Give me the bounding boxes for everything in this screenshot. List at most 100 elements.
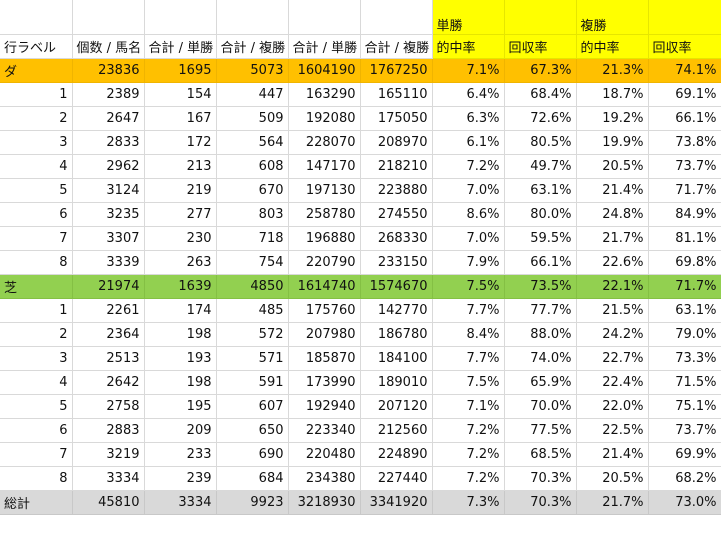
value-cell[interactable]: 4850 xyxy=(216,274,289,299)
value-cell[interactable]: 71.7% xyxy=(648,178,721,203)
value-cell[interactable]: 485 xyxy=(216,298,289,323)
value-cell[interactable]: 7.1% xyxy=(432,58,505,83)
value-cell[interactable]: 22.0% xyxy=(576,394,649,419)
value-cell[interactable]: 7.2% xyxy=(432,466,505,491)
value-cell[interactable]: 277 xyxy=(144,202,217,227)
value-cell[interactable]: 670 xyxy=(216,178,289,203)
value-cell[interactable]: 9923 xyxy=(216,490,289,515)
value-cell[interactable]: 1574670 xyxy=(360,274,433,299)
value-cell[interactable]: 219 xyxy=(144,178,217,203)
value-cell[interactable]: 3339 xyxy=(72,250,145,275)
value-cell[interactable]: 227440 xyxy=(360,466,433,491)
value-cell[interactable]: 22.7% xyxy=(576,346,649,371)
value-cell[interactable]: 7.2% xyxy=(432,418,505,443)
value-cell[interactable]: 263 xyxy=(144,250,217,275)
value-cell[interactable]: 2513 xyxy=(72,346,145,371)
value-cell[interactable]: 2883 xyxy=(72,418,145,443)
value-cell[interactable]: 22.1% xyxy=(576,274,649,299)
value-cell[interactable]: 69.1% xyxy=(648,82,721,107)
value-cell[interactable]: 564 xyxy=(216,130,289,155)
value-cell[interactable]: 71.5% xyxy=(648,370,721,395)
row-label[interactable]: 5 xyxy=(0,394,73,419)
value-cell[interactable]: 3219 xyxy=(72,442,145,467)
value-cell[interactable]: 690 xyxy=(216,442,289,467)
value-cell[interactable]: 19.2% xyxy=(576,106,649,131)
value-cell[interactable]: 223340 xyxy=(288,418,361,443)
value-cell[interactable]: 63.1% xyxy=(648,298,721,323)
row-label[interactable]: 8 xyxy=(0,250,73,275)
value-cell[interactable]: 2758 xyxy=(72,394,145,419)
value-cell[interactable]: 591 xyxy=(216,370,289,395)
header-cell[interactable] xyxy=(288,0,361,35)
value-cell[interactable]: 70.3% xyxy=(504,490,577,515)
value-cell[interactable]: 7.2% xyxy=(432,154,505,179)
value-cell[interactable]: 207120 xyxy=(360,394,433,419)
column-header[interactable]: 回収率 xyxy=(648,34,721,59)
header-cell[interactable] xyxy=(216,0,289,35)
value-cell[interactable]: 3334 xyxy=(72,466,145,491)
value-cell[interactable]: 77.7% xyxy=(504,298,577,323)
value-cell[interactable]: 233 xyxy=(144,442,217,467)
value-cell[interactable]: 6.1% xyxy=(432,130,505,155)
value-cell[interactable]: 223880 xyxy=(360,178,433,203)
value-cell[interactable]: 20.5% xyxy=(576,466,649,491)
value-cell[interactable]: 230 xyxy=(144,226,217,251)
value-cell[interactable]: 70.0% xyxy=(504,394,577,419)
value-cell[interactable]: 72.6% xyxy=(504,106,577,131)
value-cell[interactable]: 3124 xyxy=(72,178,145,203)
value-cell[interactable]: 66.1% xyxy=(504,250,577,275)
value-cell[interactable]: 175760 xyxy=(288,298,361,323)
value-cell[interactable]: 189010 xyxy=(360,370,433,395)
value-cell[interactable]: 22.5% xyxy=(576,418,649,443)
value-cell[interactable]: 68.4% xyxy=(504,82,577,107)
value-cell[interactable]: 3341920 xyxy=(360,490,433,515)
value-cell[interactable]: 2261 xyxy=(72,298,145,323)
value-cell[interactable]: 73.7% xyxy=(648,154,721,179)
column-header[interactable]: 合計 / 単勝 xyxy=(288,34,361,59)
value-cell[interactable]: 21.7% xyxy=(576,490,649,515)
row-label[interactable]: 芝 xyxy=(0,274,73,299)
value-cell[interactable]: 73.5% xyxy=(504,274,577,299)
value-cell[interactable]: 3307 xyxy=(72,226,145,251)
value-cell[interactable]: 258780 xyxy=(288,202,361,227)
value-cell[interactable]: 77.5% xyxy=(504,418,577,443)
value-cell[interactable]: 233150 xyxy=(360,250,433,275)
value-cell[interactable]: 8.4% xyxy=(432,322,505,347)
value-cell[interactable]: 163290 xyxy=(288,82,361,107)
value-cell[interactable]: 7.1% xyxy=(432,394,505,419)
value-cell[interactable]: 173990 xyxy=(288,370,361,395)
value-cell[interactable]: 24.8% xyxy=(576,202,649,227)
value-cell[interactable]: 1767250 xyxy=(360,58,433,83)
value-cell[interactable]: 68.5% xyxy=(504,442,577,467)
column-header[interactable]: 合計 / 複勝 xyxy=(360,34,433,59)
value-cell[interactable]: 45810 xyxy=(72,490,145,515)
value-cell[interactable]: 88.0% xyxy=(504,322,577,347)
value-cell[interactable]: 81.1% xyxy=(648,226,721,251)
row-label[interactable]: 2 xyxy=(0,322,73,347)
value-cell[interactable]: 74.0% xyxy=(504,346,577,371)
value-cell[interactable]: 1639 xyxy=(144,274,217,299)
header-cell[interactable] xyxy=(144,0,217,35)
value-cell[interactable]: 174 xyxy=(144,298,217,323)
column-header[interactable]: 的中率 xyxy=(432,34,505,59)
row-label[interactable]: 6 xyxy=(0,202,73,227)
value-cell[interactable]: 684 xyxy=(216,466,289,491)
value-cell[interactable]: 192080 xyxy=(288,106,361,131)
value-cell[interactable]: 650 xyxy=(216,418,289,443)
value-cell[interactable]: 208970 xyxy=(360,130,433,155)
value-cell[interactable]: 59.5% xyxy=(504,226,577,251)
header-cell[interactable] xyxy=(72,0,145,35)
value-cell[interactable]: 67.3% xyxy=(504,58,577,83)
value-cell[interactable]: 224890 xyxy=(360,442,433,467)
value-cell[interactable]: 175050 xyxy=(360,106,433,131)
value-cell[interactable]: 3218930 xyxy=(288,490,361,515)
value-cell[interactable]: 196880 xyxy=(288,226,361,251)
row-label[interactable]: 3 xyxy=(0,346,73,371)
value-cell[interactable]: 572 xyxy=(216,322,289,347)
value-cell[interactable]: 239 xyxy=(144,466,217,491)
value-cell[interactable]: 69.9% xyxy=(648,442,721,467)
value-cell[interactable]: 228070 xyxy=(288,130,361,155)
value-cell[interactable]: 212560 xyxy=(360,418,433,443)
value-cell[interactable]: 18.7% xyxy=(576,82,649,107)
value-cell[interactable]: 185870 xyxy=(288,346,361,371)
